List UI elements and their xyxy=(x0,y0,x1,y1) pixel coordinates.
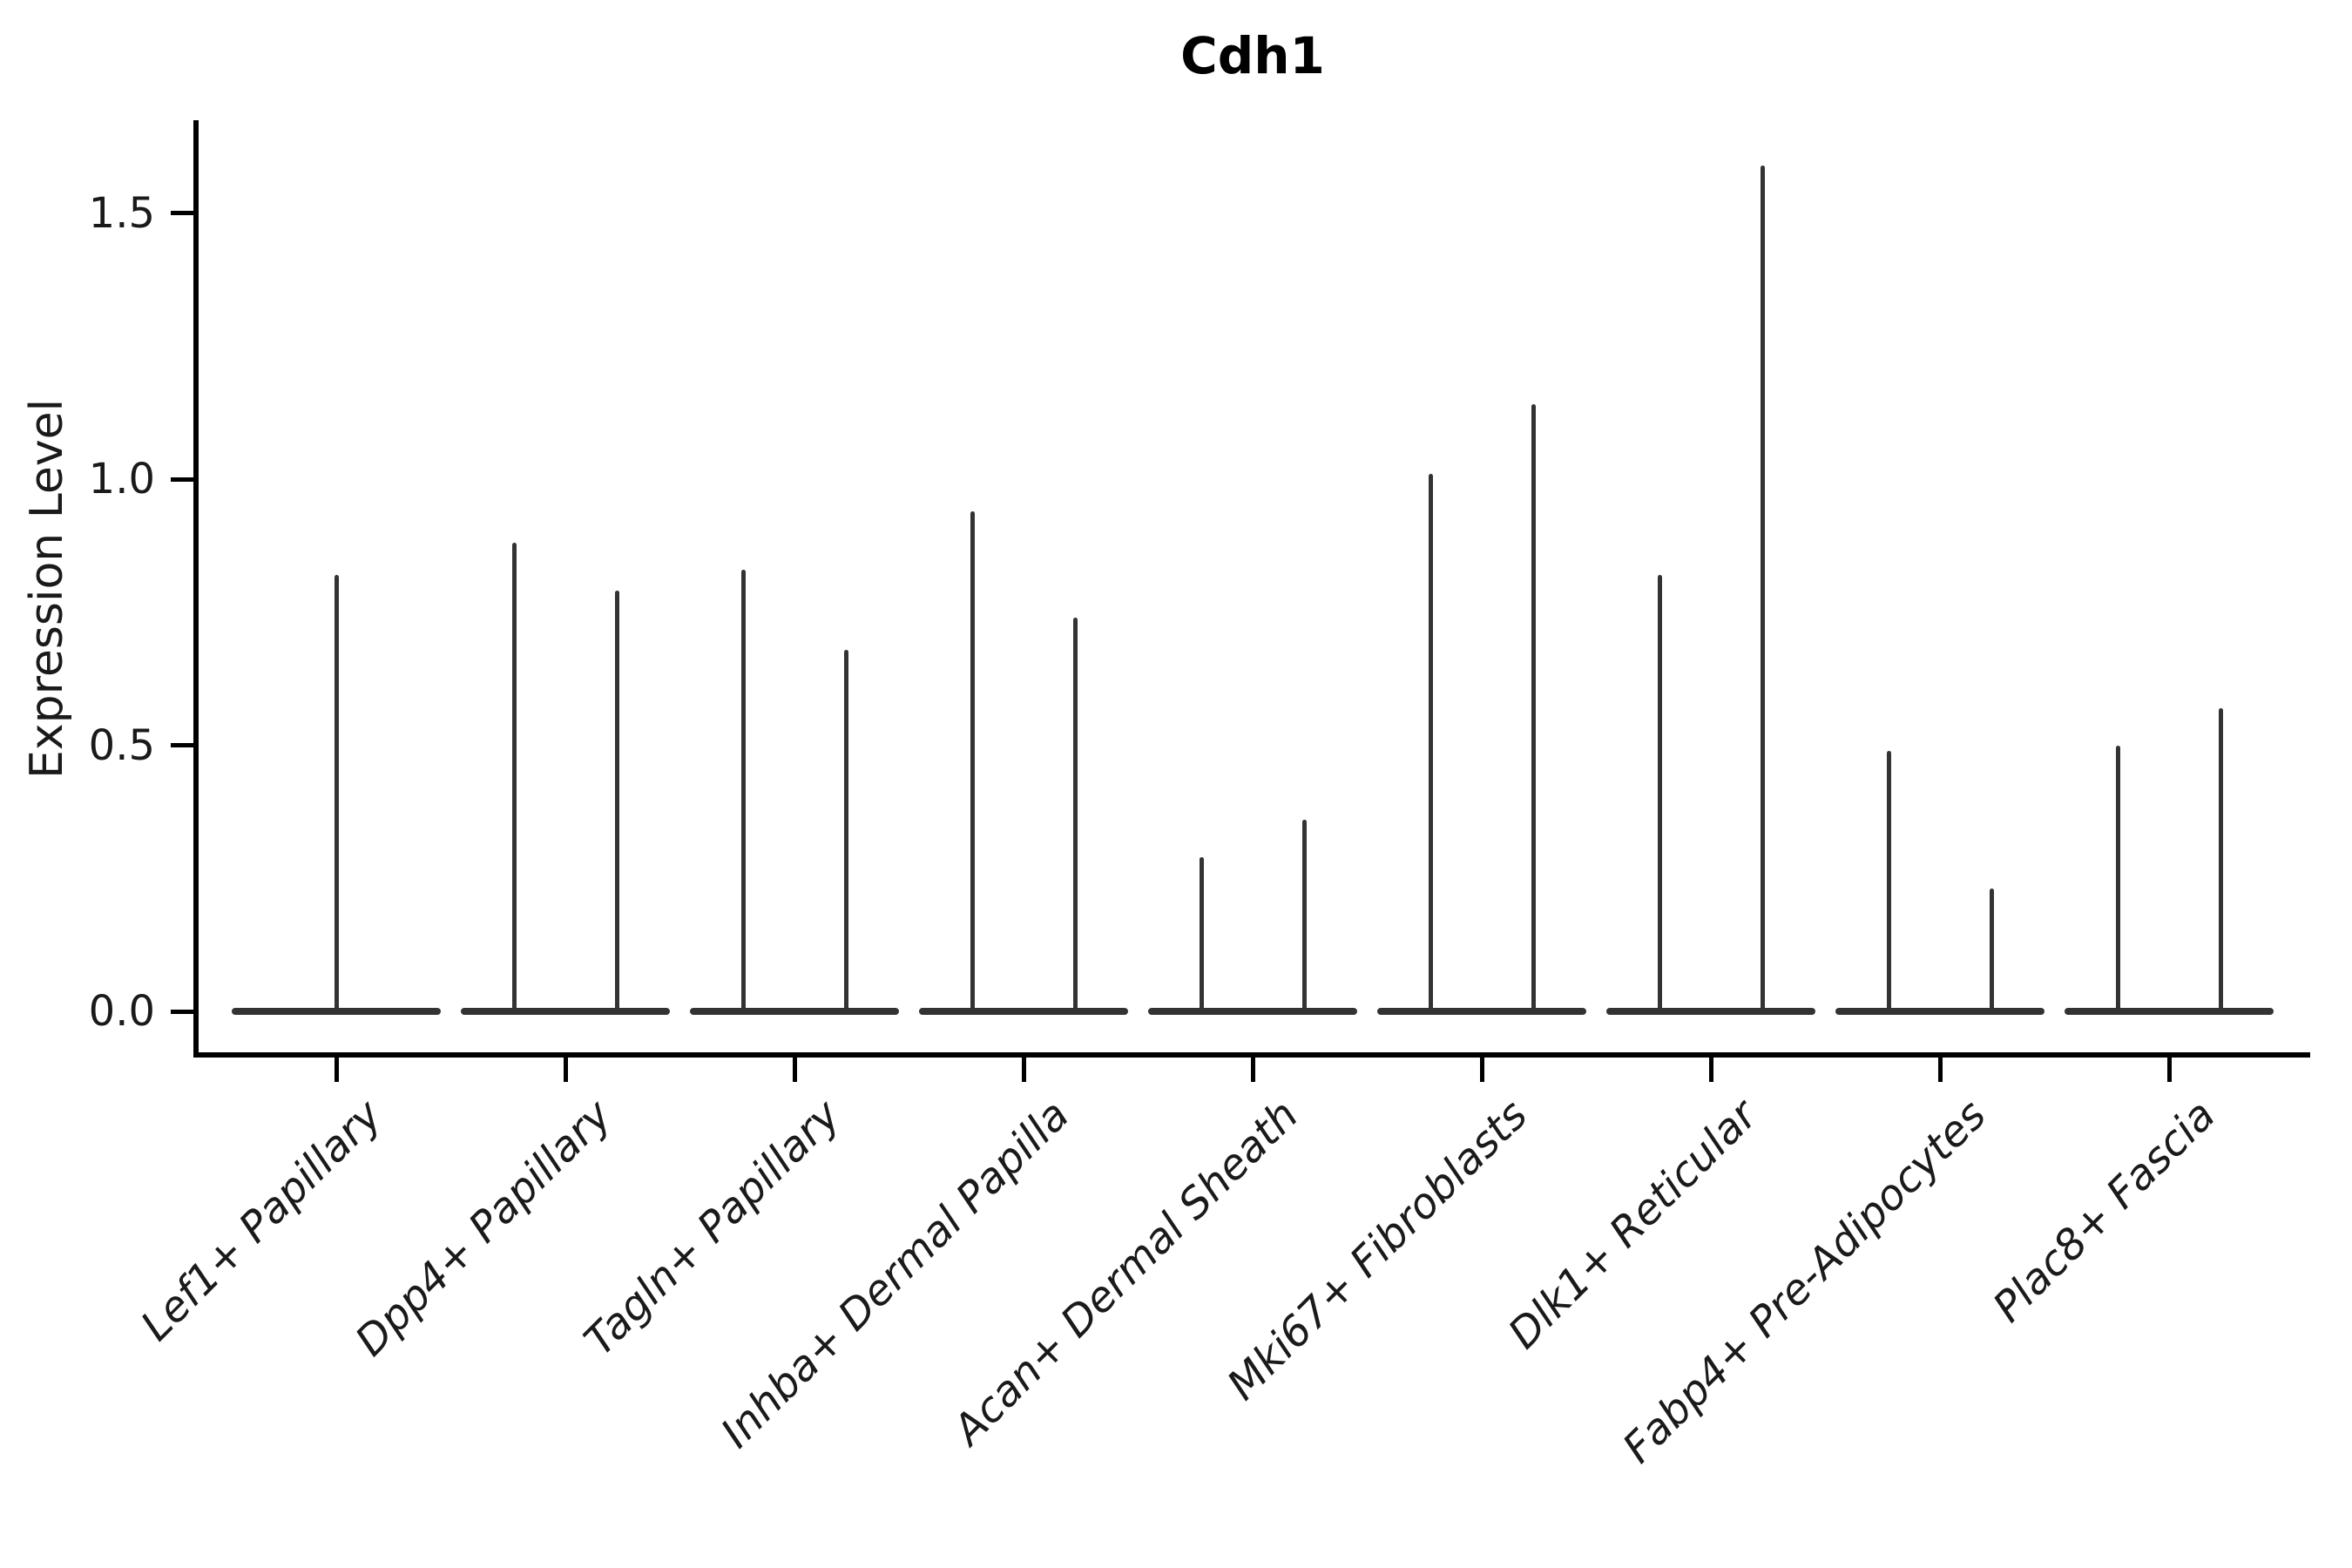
x-tick-mark xyxy=(792,1058,797,1082)
y-tick-mark xyxy=(171,211,193,215)
y-axis-spine xyxy=(193,120,199,1058)
violin-spike xyxy=(1886,750,1891,1014)
x-tick-label: Fabp4+ Pre-Adipocytes xyxy=(1613,1091,1996,1473)
violin-spike xyxy=(2115,745,2120,1014)
violin-spike xyxy=(1657,574,1662,1014)
y-tick-mark xyxy=(171,476,193,482)
x-axis-spine xyxy=(193,1052,2310,1058)
y-tick-mark xyxy=(171,743,193,747)
x-tick-mark xyxy=(1479,1058,1484,1082)
violin-spike xyxy=(334,574,339,1014)
violin-spike xyxy=(614,591,619,1014)
x-tick-label: Tagln+ Papillary xyxy=(575,1091,850,1366)
x-tick-label: Lef1+ Papillary xyxy=(132,1091,392,1351)
y-tick-label: 0.5 xyxy=(88,720,155,770)
y-tick-label: 1.0 xyxy=(88,455,155,504)
violin-baseline xyxy=(1606,1008,1815,1015)
violin-baseline xyxy=(1377,1008,1586,1015)
violin-spike xyxy=(2218,707,2223,1014)
x-tick-mark xyxy=(563,1058,568,1082)
y-tick-mark xyxy=(171,1009,193,1014)
violin-spike xyxy=(1760,165,1765,1014)
violin-spike xyxy=(1072,617,1078,1014)
x-tick-mark xyxy=(1937,1058,1943,1082)
violin-spike xyxy=(740,569,746,1014)
y-tick-label: 0.0 xyxy=(88,987,155,1036)
violin-spike xyxy=(1199,856,1204,1014)
violin-spike xyxy=(1531,404,1536,1014)
violin-baseline xyxy=(690,1008,899,1015)
chart-title: Cdh1 xyxy=(1180,26,1325,85)
x-tick-mark xyxy=(334,1058,339,1082)
violin-spike xyxy=(1301,820,1307,1014)
x-tick-mark xyxy=(1250,1058,1255,1082)
violin-spike xyxy=(511,543,517,1014)
x-tick-mark xyxy=(2166,1058,2172,1082)
x-tick-label: Plac8+ Fascia xyxy=(1983,1091,2225,1332)
x-tick-label: Dlk1+ Reticular xyxy=(1498,1091,1767,1359)
violin-baseline xyxy=(2065,1008,2274,1015)
x-tick-mark xyxy=(1021,1058,1026,1082)
violin-spike xyxy=(1989,889,1994,1014)
violin-spike xyxy=(970,510,975,1014)
x-tick-mark xyxy=(1708,1058,1713,1082)
violin-baseline xyxy=(1835,1008,2044,1015)
x-tick-label: Dpp4+ Papillary xyxy=(346,1091,621,1366)
violin-baseline xyxy=(1148,1008,1357,1015)
violin-spike xyxy=(1428,473,1433,1014)
violin-baseline xyxy=(461,1008,670,1015)
violin-baseline xyxy=(919,1008,1128,1015)
y-tick-label: 1.5 xyxy=(88,188,155,238)
violin-spike xyxy=(843,649,848,1014)
